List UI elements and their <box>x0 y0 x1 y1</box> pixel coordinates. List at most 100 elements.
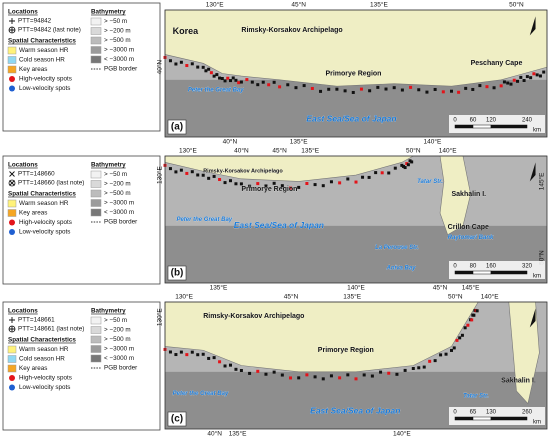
legend-item: > −200 m <box>104 181 131 188</box>
track-point <box>223 79 227 83</box>
graticule-label: 140°E <box>393 430 411 436</box>
track-point <box>302 84 306 88</box>
legend-swatch <box>90 17 102 26</box>
legend-swatch <box>7 364 17 373</box>
scale-label: 130 <box>486 410 497 416</box>
north-arrow <box>529 162 536 182</box>
track-point <box>455 338 459 342</box>
graticule-label: 135°E <box>210 284 228 292</box>
track-point <box>478 84 482 88</box>
legend-item: High-velocity spots <box>19 219 72 226</box>
track-point <box>411 367 415 370</box>
track-point <box>204 69 208 73</box>
track-point <box>439 353 443 357</box>
track-point <box>294 86 298 90</box>
scale-segment <box>454 416 474 421</box>
place-label: Primorye Region <box>241 186 297 193</box>
legend-item: Low-velocity spots <box>19 229 70 236</box>
graticule-label: 40°N <box>223 138 238 146</box>
track-point <box>475 309 479 313</box>
track-point <box>245 78 249 82</box>
track-point <box>190 350 194 354</box>
graticule-label: 45°N <box>433 284 448 292</box>
track-point <box>417 88 421 92</box>
legend-item: High-velocity spots <box>19 375 72 382</box>
track-point <box>256 83 260 87</box>
track-point <box>286 83 290 87</box>
scale-bg <box>449 407 545 425</box>
track-point <box>248 184 252 188</box>
track-point <box>207 356 211 360</box>
legend-item: Warm season HR <box>19 346 69 353</box>
track-point <box>408 159 412 163</box>
track-point <box>278 85 282 89</box>
legend-swatch <box>90 36 102 45</box>
location-symbol <box>9 326 15 332</box>
track-point <box>457 90 461 94</box>
legend-item: > −500 m <box>104 190 131 197</box>
track-point <box>466 323 470 327</box>
place-label: Aniva Bay <box>386 265 417 271</box>
track-point <box>392 86 396 90</box>
legend-item: High-velocity spots <box>19 76 72 83</box>
panel-letter-box <box>167 411 187 427</box>
track-point <box>305 181 309 185</box>
place-label: Crillon Cape <box>448 224 489 231</box>
legend-swatch <box>9 229 15 235</box>
track-point <box>329 374 333 378</box>
track-point <box>370 374 374 378</box>
scale-segment <box>490 124 528 129</box>
track-point <box>264 184 268 188</box>
place-label: Tatar Str. <box>463 394 489 400</box>
legend-swatch <box>90 345 102 353</box>
legend-item: > −50 m <box>104 171 127 178</box>
track-point <box>450 89 453 93</box>
scale-label: km <box>533 128 541 134</box>
scale-label: 320 <box>522 264 533 270</box>
legend-item: > −500 m <box>104 37 131 44</box>
track-point <box>354 377 358 381</box>
scale-label: 80 <box>470 264 477 270</box>
legend-swatch <box>7 209 17 217</box>
graticule-label: 135°E <box>370 1 388 9</box>
track-point <box>168 59 172 63</box>
place-label: Raytomari Bank <box>448 235 494 241</box>
legend-swatch <box>90 180 102 188</box>
track-point <box>452 346 456 350</box>
legend-swatch <box>90 316 102 325</box>
track-point <box>223 181 227 185</box>
panel-letter: (b) <box>171 268 184 279</box>
legend-box <box>2 2 161 132</box>
track-point <box>471 87 475 91</box>
track-point <box>335 87 339 91</box>
scale-label: 120 <box>486 118 497 124</box>
track-point <box>433 87 437 91</box>
track-point <box>403 368 407 372</box>
legend-swatch <box>90 335 102 344</box>
legend-swatch <box>9 384 15 391</box>
scale-segment <box>490 270 528 275</box>
legend-item: Key areas <box>19 365 47 372</box>
legend-swatch <box>90 208 102 217</box>
track-point <box>401 164 405 168</box>
graticule-label: 130°E <box>175 293 193 301</box>
track-point <box>458 336 462 340</box>
track-point <box>174 62 178 66</box>
scale-label: 0 <box>453 118 457 124</box>
legend-heading: Bathymetry <box>91 9 126 16</box>
track-point <box>228 179 232 183</box>
place-label: Korea <box>173 26 200 36</box>
graticule-label: 40°N <box>234 147 249 155</box>
scale-label: km <box>533 420 541 426</box>
track-point <box>239 369 243 372</box>
scale-bg <box>449 261 545 279</box>
track-point <box>506 81 510 85</box>
track-point <box>359 87 363 91</box>
graticule-label: 140°E <box>439 147 457 155</box>
legend-heading: Spatial Characteristics <box>8 191 76 198</box>
legend-item: > −50 m <box>104 317 127 324</box>
legend-item: > −3000 m <box>104 47 134 54</box>
track-point <box>297 376 301 380</box>
track-point <box>542 70 546 74</box>
track-point <box>185 171 189 175</box>
